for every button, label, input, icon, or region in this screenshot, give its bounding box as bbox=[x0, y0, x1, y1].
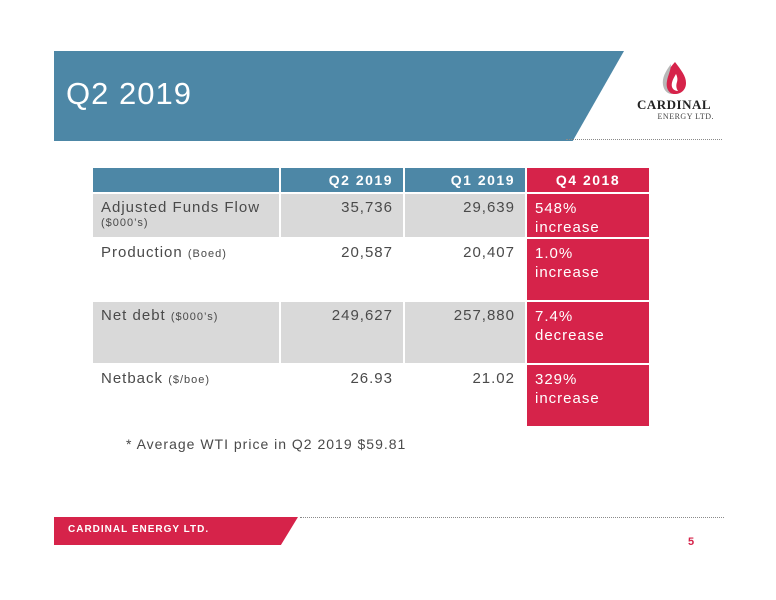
row-label-text: Production bbox=[101, 244, 183, 261]
change-word: decrease bbox=[535, 327, 605, 344]
row-label: Production (Boed) bbox=[93, 239, 279, 302]
wti-price-note: * Average WTI price in Q2 2019 $59.81 bbox=[126, 436, 407, 452]
flame-icon bbox=[662, 62, 686, 94]
cell-change: 1.0% increase bbox=[527, 239, 649, 302]
page-number: 5 bbox=[688, 536, 695, 548]
header-divider bbox=[566, 139, 722, 140]
footer-bar bbox=[54, 517, 298, 545]
company-logo: CARDINAL ENERGY LTD. bbox=[628, 60, 720, 126]
cell-q1: 21.02 bbox=[405, 365, 525, 428]
logo-subtitle: ENERGY LTD. bbox=[657, 112, 714, 121]
cell-q2: 20,587 bbox=[281, 239, 403, 302]
row-label-text: Netback bbox=[101, 370, 164, 387]
cell-q2: 249,627 bbox=[281, 302, 403, 365]
cell-q1: 29,639 bbox=[405, 194, 525, 239]
row-unit: ($000’s) bbox=[170, 311, 219, 323]
footer-company-name: CARDINAL ENERGY LTD. bbox=[68, 524, 210, 535]
table-row: Net debt ($000’s) 249,627 257,880 7.4% d… bbox=[93, 302, 649, 365]
header-q1-2019: Q1 2019 bbox=[405, 168, 525, 194]
cell-q1: 20,407 bbox=[405, 239, 525, 302]
slide-title: Q2 2019 bbox=[66, 76, 192, 111]
table-row: Production (Boed) 20,587 20,407 1.0% inc… bbox=[93, 239, 649, 302]
row-label: Adjusted Funds Flow ($000’s) bbox=[93, 194, 279, 239]
header-q2-2019: Q2 2019 bbox=[281, 168, 403, 194]
row-label-text: Adjusted Funds Flow bbox=[101, 199, 261, 216]
change-value: 329% bbox=[535, 371, 578, 388]
change-value: 7.4% bbox=[535, 308, 574, 325]
change-value: 548% bbox=[535, 200, 578, 217]
cell-change: 548% increase bbox=[527, 194, 649, 239]
table-row: Adjusted Funds Flow ($000’s) 35,736 29,6… bbox=[93, 194, 649, 239]
header-blank bbox=[93, 168, 279, 194]
header-q4-2018: Q4 2018 bbox=[527, 168, 649, 194]
row-unit: ($000’s) bbox=[101, 217, 149, 229]
cell-q2: 35,736 bbox=[281, 194, 403, 239]
change-word: increase bbox=[535, 390, 600, 407]
results-table: Q2 2019 Q1 2019 Q4 2018 Adjusted Funds F… bbox=[91, 168, 651, 428]
cell-change: 7.4% decrease bbox=[527, 302, 649, 365]
cell-q2: 26.93 bbox=[281, 365, 403, 428]
table-row: Netback ($/boe) 26.93 21.02 329% increas… bbox=[93, 365, 649, 428]
cell-q1: 257,880 bbox=[405, 302, 525, 365]
change-word: increase bbox=[535, 264, 600, 281]
row-label: Net debt ($000’s) bbox=[93, 302, 279, 365]
row-label-text: Net debt bbox=[101, 307, 166, 324]
change-value: 1.0% bbox=[535, 245, 574, 262]
table-header-row: Q2 2019 Q1 2019 Q4 2018 bbox=[93, 168, 649, 194]
change-word: increase bbox=[535, 219, 600, 236]
row-unit: ($/boe) bbox=[168, 374, 211, 386]
footer-divider bbox=[300, 517, 724, 518]
title-banner bbox=[54, 51, 624, 141]
logo-wordmark: CARDINAL bbox=[636, 97, 712, 112]
row-label: Netback ($/boe) bbox=[93, 365, 279, 428]
cell-change: 329% increase bbox=[527, 365, 649, 428]
row-unit: (Boed) bbox=[187, 248, 227, 260]
